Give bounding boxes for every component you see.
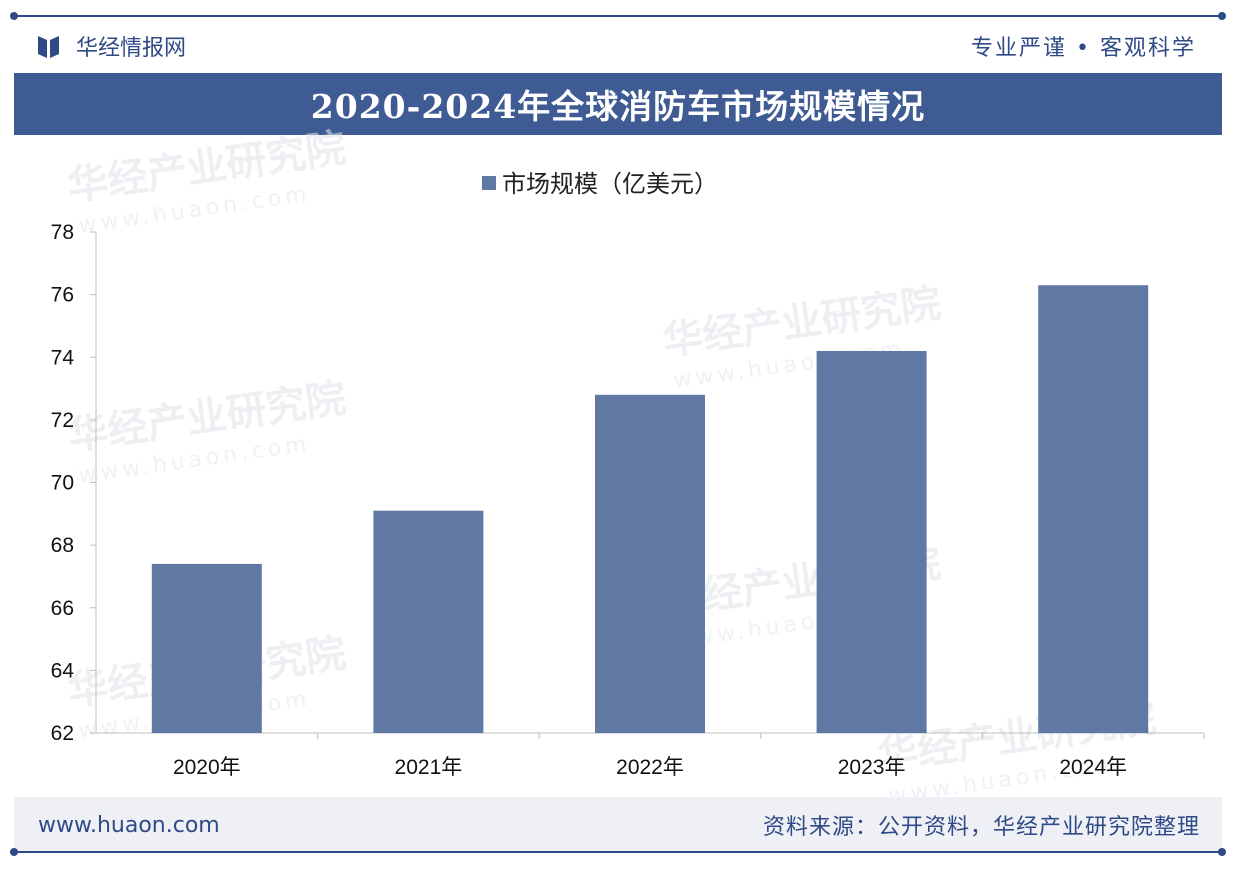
- top-rule: [10, 12, 1226, 20]
- slogan: 专业严谨 • 客观科学: [971, 36, 1196, 61]
- bar-chart: 华经产业研究院www.huaon.com华经产业研究院www.huaon.com…: [51, 125, 1205, 797]
- brand: 华经情报网: [38, 28, 186, 64]
- x-tick-label: 2023年: [838, 756, 906, 779]
- legend: 市场规模（亿美元）: [482, 170, 718, 198]
- bar: [595, 394, 705, 733]
- brand-name: 华经情报网: [76, 36, 187, 61]
- y-tick-label: 78: [51, 221, 74, 244]
- bars: [151, 285, 1149, 733]
- footer-source: 资料来源：公开资料，华经产业研究院整理: [762, 815, 1200, 840]
- legend-label: 市场规模（亿美元）: [502, 170, 718, 198]
- x-tick-label: 2022年: [616, 756, 684, 779]
- chart-title: 2020-2024年全球消防车市场规模情况: [310, 87, 926, 126]
- bar: [151, 563, 262, 733]
- y-tick-label: 70: [51, 472, 74, 495]
- footer-band: [14, 797, 1222, 851]
- x-tick-label: 2024年: [1059, 756, 1127, 779]
- x-tick-label: 2020年: [173, 756, 241, 779]
- y-tick-label: 72: [51, 409, 74, 432]
- y-tick-label: 68: [51, 534, 74, 557]
- y-tick-label: 66: [51, 597, 74, 620]
- x-tick-label: 2021年: [395, 756, 463, 779]
- y-tick-label: 62: [51, 722, 74, 745]
- bar: [373, 510, 484, 733]
- bar: [816, 350, 927, 733]
- footer-website: www.huaon.com: [38, 812, 220, 838]
- bar: [1038, 285, 1149, 733]
- brand-logo-icon: [38, 36, 59, 58]
- bottom-rule: [10, 848, 1226, 856]
- title-bar: 2020-2024年全球消防车市场规模情况: [14, 73, 1222, 135]
- y-tick-label: 76: [51, 284, 74, 307]
- legend-swatch: [482, 176, 496, 190]
- y-tick-label: 74: [51, 346, 75, 369]
- y-tick-label: 64: [51, 659, 75, 682]
- tick-labels: 62 64 66 68 70 72 74 76 78 2020年 2021年 2022年 2023年 20…: [51, 221, 1127, 779]
